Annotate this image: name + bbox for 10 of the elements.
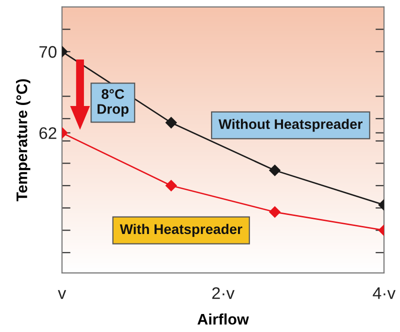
series-label: Without Heatspreader <box>218 118 363 132</box>
x-tick-label: 2·v <box>212 287 235 299</box>
annotation: 8°C Drop <box>98 89 129 117</box>
x-tick-label: v <box>58 290 66 299</box>
y-tick-label: 70 <box>39 46 56 58</box>
y-tick-label: 62 <box>39 127 56 140</box>
x-axis-title: Airflow <box>197 313 249 325</box>
x-tick-label: 4·v <box>372 287 396 299</box>
y-axis-title: Temperature (°C) <box>16 79 30 202</box>
series-label: With Heatspreader <box>120 224 242 237</box>
